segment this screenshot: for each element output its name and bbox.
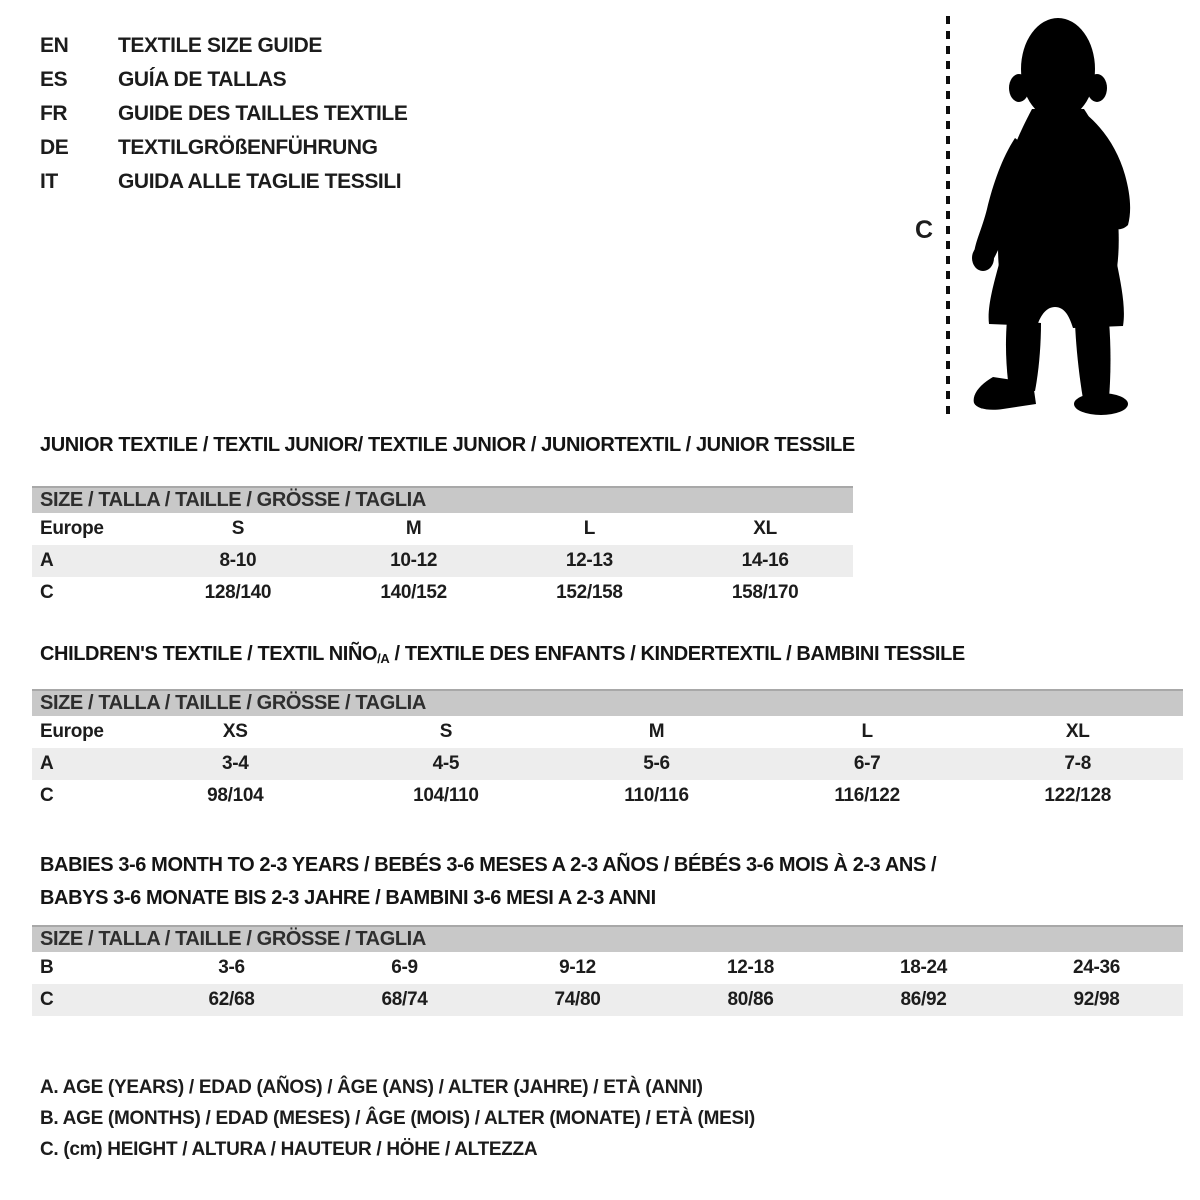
cell: 80/86: [727, 989, 774, 1010]
cell: 7-8: [1064, 753, 1091, 774]
table-header: SIZE / TALLA / TAILLE / GRÖSSE / TAGLIA: [32, 486, 853, 513]
row-label: A: [40, 753, 54, 774]
cell: XL: [1065, 721, 1090, 742]
language-row: EN TEXTILE SIZE GUIDE: [40, 29, 407, 63]
cell: 98/104: [207, 785, 264, 806]
cell: S: [231, 518, 245, 539]
row-label: C: [40, 989, 54, 1010]
row-label: Europe: [40, 518, 104, 539]
cell: 86/92: [900, 989, 947, 1010]
table-row: C 98/104 104/110 110/116 116/122 122/128: [32, 780, 1183, 812]
table-header: SIZE / TALLA / TAILLE / GRÖSSE / TAGLIA: [32, 925, 1183, 952]
language-row: IT GUIDA ALLE TAGLIE TESSILI: [40, 165, 407, 199]
height-measure-line: [946, 16, 950, 416]
language-title: GUIDE DES TAILLES TEXTILE: [118, 102, 408, 125]
table-row: C 128/140 140/152 152/158 158/170: [32, 577, 853, 609]
cell: 14-16: [741, 550, 789, 571]
cell: M: [405, 518, 422, 539]
children-section-title: CHILDREN'S TEXTILE / TEXTIL NIÑO/A / TEX…: [40, 643, 965, 666]
cell: 8-10: [219, 550, 257, 571]
junior-section-title: JUNIOR TEXTILE / TEXTIL JUNIOR/ TEXTILE …: [40, 434, 855, 456]
row-label: C: [40, 785, 54, 806]
cell: 140/152: [380, 582, 447, 603]
cell: 5-6: [643, 753, 670, 774]
table-row: B 3-6 6-9 9-12 12-18 18-24 24-36: [32, 952, 1183, 984]
language-code: IT: [40, 170, 58, 193]
cell: 4-5: [432, 753, 460, 774]
cell: 110/116: [624, 785, 689, 806]
row-label: Europe: [40, 721, 104, 742]
cell: 10-12: [390, 550, 438, 571]
table-header: SIZE / TALLA / TAILLE / GRÖSSE / TAGLIA: [32, 689, 1183, 716]
cell: 9-12: [559, 957, 596, 978]
cell: 152/158: [556, 582, 623, 603]
cell: 122/128: [1044, 785, 1111, 806]
table-row: A 3-4 4-5 5-6 6-7 7-8: [32, 748, 1183, 780]
legend-note-b: B. AGE (MONTHS) / EDAD (MESES) / ÂGE (MO…: [40, 1108, 755, 1129]
language-code: EN: [40, 34, 69, 57]
cell: 6-9: [391, 957, 418, 978]
row-label: B: [40, 957, 54, 978]
size-table-children: SIZE / TALLA / TAILLE / GRÖSSE / TAGLIA …: [32, 689, 1183, 812]
language-title: TEXTILE SIZE GUIDE: [118, 34, 322, 57]
children-title-sub: /A: [377, 651, 390, 666]
cell: XS: [222, 721, 248, 742]
table-row: C 62/68 68/74 74/80 80/86 86/92 92/98: [32, 984, 1183, 1016]
language-row: FR GUIDE DES TAILLES TEXTILE: [40, 97, 408, 131]
cell: S: [439, 721, 453, 742]
babies-section-title: BABIES 3-6 MONTH TO 2-3 YEARS / BEBÉS 3-…: [40, 849, 937, 915]
babies-title-line2: BABYS 3-6 MONATE BIS 2-3 JAHRE / BAMBINI…: [40, 887, 656, 909]
legend-note-a: A. AGE (YEARS) / EDAD (AÑOS) / ÂGE (ANS)…: [40, 1077, 703, 1098]
language-title: GUIDA ALLE TAGLIE TESSILI: [118, 170, 402, 193]
cell: 116/122: [834, 785, 900, 806]
cell: 24-36: [1072, 957, 1121, 978]
children-title-suffix: / TEXTILE DES ENFANTS / KINDERTEXTIL / B…: [389, 643, 966, 665]
cell: L: [861, 721, 873, 742]
cell: 3-4: [222, 753, 249, 774]
cell: 158/170: [731, 582, 799, 603]
cell: XL: [753, 518, 777, 539]
table-row: Europe S M L XL: [32, 513, 853, 545]
cell: 12-13: [565, 550, 613, 571]
cell: 18-24: [899, 957, 948, 978]
language-title: TEXTILGRÖßENFÜHRUNG: [118, 136, 378, 159]
table-row: A 8-10 10-12 12-13 14-16: [32, 545, 853, 577]
children-title-prefix: CHILDREN'S TEXTILE / TEXTIL NIÑO: [40, 643, 378, 665]
language-list: EN TEXTILE SIZE GUIDE ES GUÍA DE TALLAS …: [40, 29, 408, 199]
legend-notes: A. AGE (YEARS) / EDAD (AÑOS) / ÂGE (ANS)…: [40, 1072, 755, 1165]
language-code: FR: [40, 102, 68, 125]
cell: 12-18: [726, 957, 775, 978]
cell: L: [583, 518, 596, 539]
language-title: GUÍA DE TALLAS: [118, 68, 287, 91]
cell: 74/80: [554, 989, 601, 1010]
row-label: A: [40, 550, 54, 571]
cell: 3-6: [218, 957, 245, 978]
cell: 62/68: [208, 989, 255, 1010]
size-table-junior: SIZE / TALLA / TAILLE / GRÖSSE / TAGLIA …: [32, 486, 853, 609]
size-table-babies: SIZE / TALLA / TAILLE / GRÖSSE / TAGLIA …: [32, 925, 1183, 1016]
cell: M: [648, 721, 665, 742]
silhouette-head: [1021, 18, 1095, 120]
language-code: ES: [40, 68, 68, 91]
cell: 6-7: [853, 753, 881, 774]
table-row: Europe XS S M L XL: [32, 716, 1183, 748]
legend-note-c: C. (cm) HEIGHT / ALTURA / HAUTEUR / HÖHE…: [40, 1139, 538, 1160]
babies-title-line1: BABIES 3-6 MONTH TO 2-3 YEARS / BEBÉS 3-…: [40, 854, 937, 876]
language-code: DE: [40, 136, 69, 159]
baby-silhouette: [972, 18, 1131, 415]
height-measure-label: C: [915, 216, 934, 244]
cell: 68/74: [381, 989, 428, 1010]
cell: 92/98: [1073, 989, 1120, 1010]
cell: 128/140: [204, 582, 272, 603]
language-row: ES GUÍA DE TALLAS: [40, 63, 407, 97]
cell: 104/110: [413, 785, 479, 806]
row-label: C: [40, 582, 54, 603]
language-row: DE TEXTILGRÖßENFÜHRUNG: [40, 131, 407, 165]
